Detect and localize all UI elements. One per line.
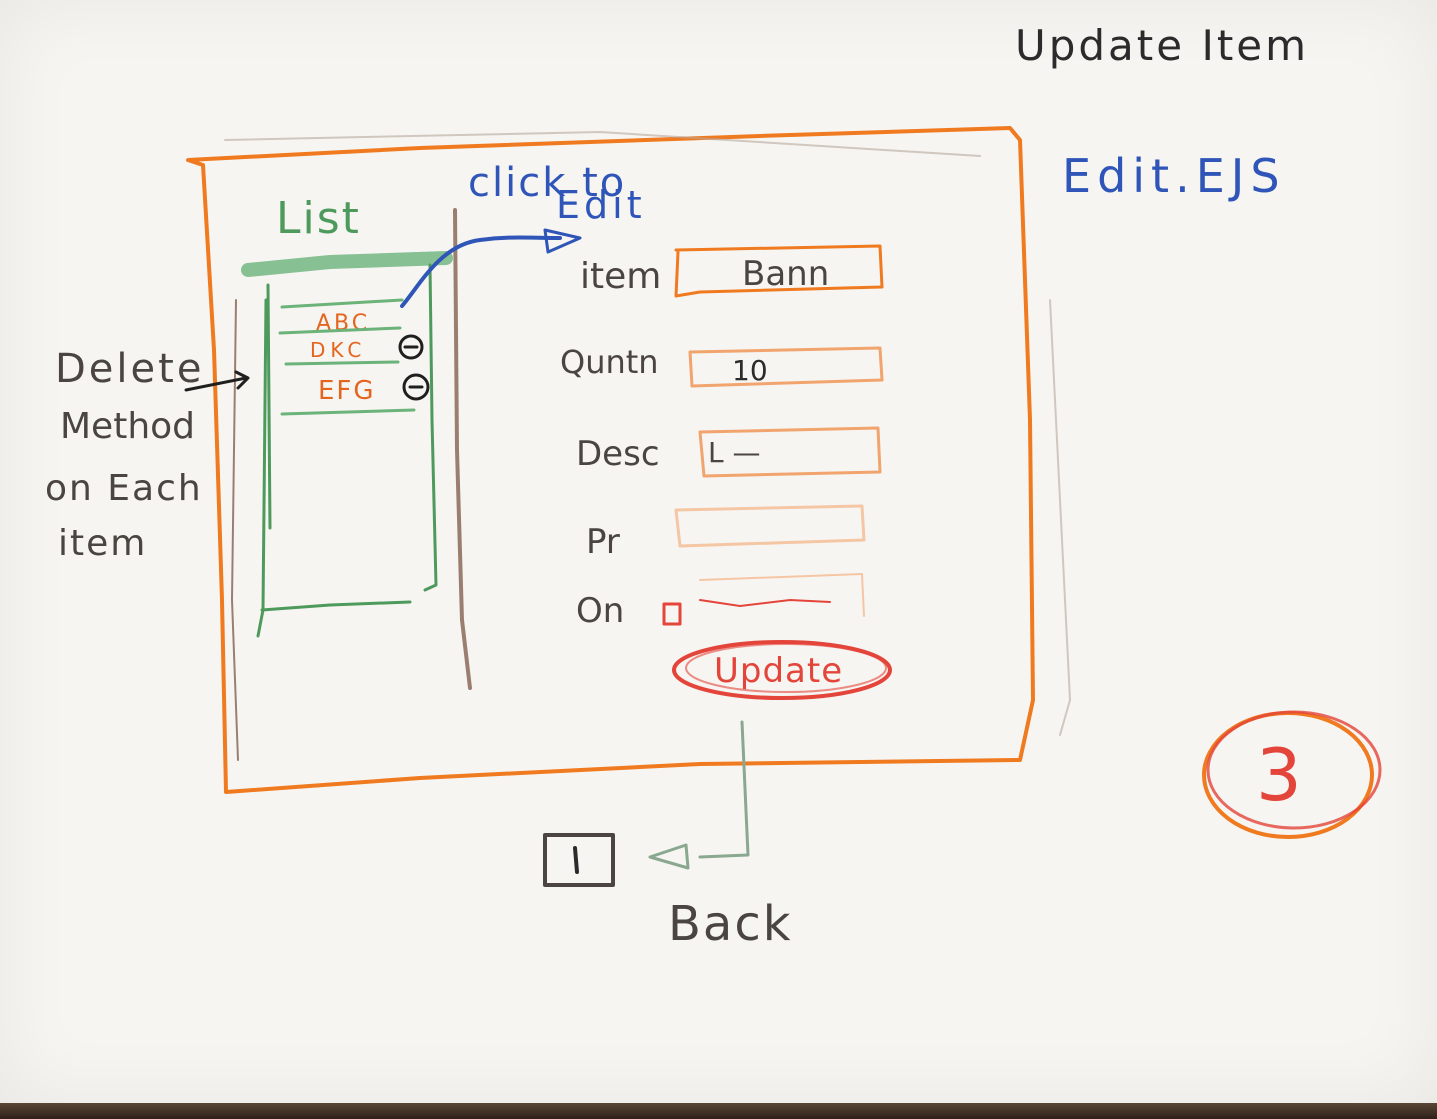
back-button-icon xyxy=(573,846,579,874)
description-input-value: L — xyxy=(708,436,761,469)
list-panel: List ABC DKC EFG xyxy=(241,193,453,638)
list-item[interactable]: ABC xyxy=(278,298,404,336)
click-to-edit-annotation: click to Edit xyxy=(400,160,646,308)
quantity-input[interactable] xyxy=(688,346,884,388)
update-button[interactable]: Update xyxy=(672,640,892,700)
field-label: Pr xyxy=(586,522,620,562)
back-navigation: Back xyxy=(543,720,793,952)
quantity-field: Quntn 10 xyxy=(560,343,884,388)
delete-note-line: item xyxy=(58,523,147,564)
list-item-label: EFG xyxy=(318,376,376,406)
back-label: Back xyxy=(668,896,793,952)
price-input[interactable] xyxy=(674,504,866,548)
list-item[interactable]: DKC xyxy=(284,334,424,366)
edit-form: item Bann Quntn 10 Desc L — Pr On xyxy=(560,244,892,700)
file-name-label: Edit.EJS xyxy=(1062,149,1286,203)
field-label: item xyxy=(580,256,661,297)
item-field: item Bann xyxy=(580,244,884,298)
delete-icon[interactable] xyxy=(398,334,424,360)
item-input[interactable] xyxy=(674,244,884,298)
price-field: Pr xyxy=(586,504,866,562)
arrow-right-icon xyxy=(184,370,250,392)
checkbox[interactable] xyxy=(662,602,682,626)
list-item[interactable]: EFG xyxy=(280,373,430,416)
click-to-label: click to xyxy=(468,160,626,206)
page-title: Update Item xyxy=(1015,21,1309,70)
panel-divider xyxy=(453,208,472,690)
list-title: List xyxy=(276,193,361,244)
update-button-outline xyxy=(672,640,892,700)
page-number-badge: 3 xyxy=(1202,710,1382,839)
field-label: Desc xyxy=(576,434,660,474)
description-input[interactable] xyxy=(698,426,882,478)
checkbox-label: On xyxy=(576,591,624,631)
app-window-frame xyxy=(186,126,1071,794)
delete-note-line: on Each xyxy=(45,468,203,509)
delete-annotation: Delete Method on Each item xyxy=(45,346,250,564)
delete-icon[interactable] xyxy=(402,373,430,401)
arrow-left-icon xyxy=(648,843,690,870)
page-number: 3 xyxy=(1256,733,1302,817)
quantity-input-value: 10 xyxy=(732,354,768,387)
field-label: Quntn xyxy=(560,343,659,381)
list-item-label: DKC xyxy=(310,338,366,362)
edit-label: Edit xyxy=(556,183,646,227)
floor-edge xyxy=(0,1103,1437,1119)
curved-arrow-icon xyxy=(400,235,562,308)
list-header-bar xyxy=(241,251,453,277)
description-field: Desc L — xyxy=(576,426,882,478)
item-input-value: Bann xyxy=(742,254,829,294)
delete-note-line: Method xyxy=(60,406,195,447)
delete-note-line: Delete xyxy=(55,346,204,392)
back-button[interactable] xyxy=(543,833,615,887)
update-button-label: Update xyxy=(714,651,843,691)
checkbox-row: On xyxy=(576,573,865,631)
